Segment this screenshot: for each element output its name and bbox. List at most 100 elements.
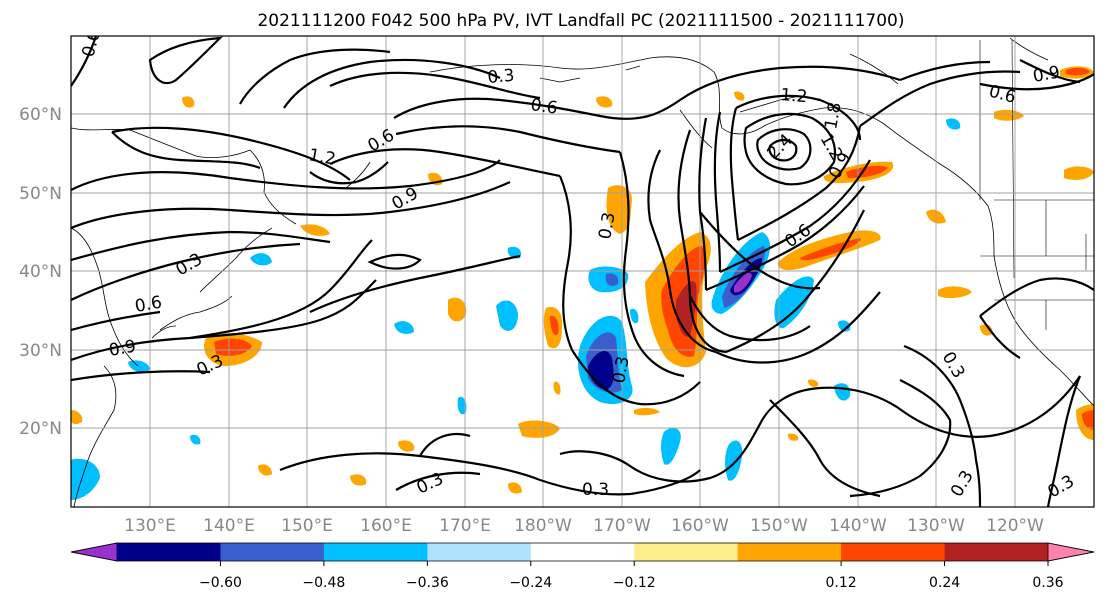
positive-anomaly-shading bbox=[350, 474, 367, 486]
positive-anomaly-shading bbox=[398, 440, 415, 452]
pv-contour bbox=[148, 36, 223, 85]
pv-contour bbox=[1019, 59, 1081, 84]
colorbar-segment bbox=[427, 543, 532, 561]
pv-contour bbox=[71, 279, 377, 362]
lon-label: 180°W bbox=[514, 516, 572, 536]
negative-anomaly-shading bbox=[946, 118, 961, 130]
colorbar-tick-label: 0.24 bbox=[929, 575, 960, 591]
pv-contour bbox=[71, 159, 501, 191]
colorbar-segment bbox=[323, 543, 428, 561]
lon-label: 170°E bbox=[439, 516, 491, 536]
colorbar-segment bbox=[530, 543, 635, 561]
lon-label: 150°E bbox=[281, 516, 333, 536]
pv-contour bbox=[571, 349, 701, 406]
pv-contour bbox=[713, 111, 722, 273]
lon-label: 130°W bbox=[907, 516, 965, 536]
pv-contour bbox=[283, 58, 501, 109]
negative-anomaly-shading bbox=[774, 276, 814, 329]
colorbar-segment bbox=[117, 543, 221, 561]
positive-anomaly-shading bbox=[808, 379, 819, 387]
positive-anomaly-shading bbox=[1064, 166, 1094, 180]
pv-contour bbox=[979, 315, 1021, 359]
colorbar-segment bbox=[220, 543, 325, 561]
pv-contour bbox=[705, 185, 865, 292]
pv-contour bbox=[71, 36, 98, 87]
positive-anomaly-shading bbox=[734, 91, 745, 101]
lat-label: 30°N bbox=[19, 341, 62, 361]
pv-contour bbox=[71, 181, 511, 230]
pv-contour bbox=[979, 73, 1094, 91]
negative-anomaly-shading bbox=[725, 440, 743, 481]
pv-contour bbox=[71, 370, 211, 382]
lon-label: 150°W bbox=[750, 516, 808, 536]
pv-contour bbox=[395, 471, 481, 491]
pv-contour bbox=[698, 117, 708, 291]
pv-contour bbox=[743, 112, 837, 186]
negative-anomaly-shading bbox=[661, 427, 681, 465]
pv-contour bbox=[768, 138, 798, 162]
lon-label: 140°E bbox=[203, 516, 255, 536]
colorbar-extend-min bbox=[70, 542, 118, 562]
positive-anomaly-shading bbox=[1066, 67, 1090, 76]
figure-title: 2021111200 F042 500 hPa PV, IVT Landfall… bbox=[257, 11, 904, 31]
negative-anomaly-shading bbox=[457, 396, 467, 415]
pv-contour bbox=[756, 128, 812, 171]
lon-label: 170°W bbox=[593, 516, 651, 536]
pv-contour bbox=[111, 131, 261, 170]
pv-contour bbox=[558, 175, 574, 351]
colorbar-extend-max bbox=[1047, 542, 1095, 562]
contour-label: 0.6 bbox=[133, 293, 163, 317]
colorbar: −0.60−0.48−0.36−0.24−0.120.120.240.360.4… bbox=[70, 542, 1095, 591]
contour-label: 0.6 bbox=[529, 95, 559, 119]
map-frame bbox=[70, 35, 1095, 508]
pv-contour bbox=[329, 71, 541, 100]
pv-contour bbox=[329, 148, 561, 178]
pv-contour bbox=[859, 70, 1021, 127]
pv-contour bbox=[729, 107, 740, 241]
negative-anomaly-shading bbox=[734, 272, 752, 293]
negative-anomaly-shading bbox=[128, 360, 150, 372]
positive-anomaly-shading bbox=[938, 286, 972, 299]
pv-contour bbox=[719, 159, 871, 273]
map-panel: 0.6 0.3 0.6 1.2 0.6 0.9 1.2 1.2 1.8 2.4 … bbox=[71, 28, 1094, 507]
contour-label: 0.6 bbox=[79, 28, 105, 59]
positive-anomaly-shading bbox=[606, 185, 632, 234]
pv-contour bbox=[419, 432, 471, 457]
pv-contour bbox=[189, 239, 373, 340]
positive-anomaly-shading bbox=[182, 96, 195, 108]
pv-contours bbox=[71, 36, 1094, 507]
negative-anomaly-shading bbox=[496, 300, 518, 331]
pv-contour bbox=[715, 291, 881, 364]
lon-label: 140°W bbox=[829, 516, 887, 536]
colorbar-tick-label: 0.36 bbox=[1032, 575, 1063, 591]
colorbar-segment bbox=[737, 543, 842, 561]
pv-contour bbox=[735, 94, 862, 141]
pv-contour bbox=[725, 209, 865, 354]
pv-contour bbox=[111, 126, 351, 181]
ivt-shading bbox=[71, 66, 1094, 500]
contour-label: 0.3 bbox=[487, 66, 516, 88]
contour-label: 0.9 bbox=[107, 337, 137, 361]
positive-anomaly-shading bbox=[448, 297, 467, 322]
colorbar-tick-label: −0.12 bbox=[613, 575, 656, 591]
political-borders bbox=[979, 39, 1094, 330]
positive-anomaly-shading bbox=[258, 464, 272, 476]
pv-contour bbox=[309, 161, 389, 185]
negative-anomaly-shading bbox=[605, 273, 619, 286]
lat-label: 50°N bbox=[19, 184, 62, 204]
pv-contour bbox=[559, 386, 905, 483]
positive-anomaly-shading bbox=[71, 410, 83, 425]
pv-contour bbox=[71, 230, 331, 262]
pv-contour bbox=[679, 65, 901, 101]
lon-label: 120°W bbox=[986, 516, 1044, 536]
pv-contour bbox=[899, 60, 991, 82]
positive-anomaly-shading bbox=[788, 433, 799, 441]
positive-anomaly-shading bbox=[634, 407, 660, 416]
positive-anomaly-shading bbox=[518, 420, 560, 438]
pv-contour bbox=[71, 242, 301, 301]
pv-contour bbox=[903, 375, 1081, 438]
colorbar-tick-label: −0.60 bbox=[199, 575, 242, 591]
lat-label: 20°N bbox=[19, 419, 62, 439]
negative-anomaly-shading bbox=[838, 320, 851, 332]
